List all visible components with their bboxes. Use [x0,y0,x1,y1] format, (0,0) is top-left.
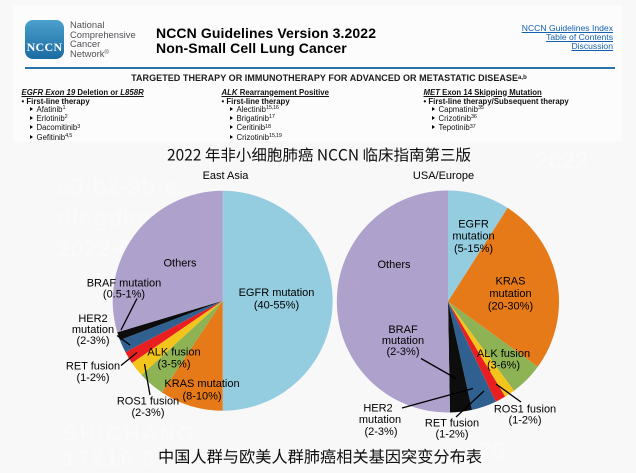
svg-text:Others: Others [163,258,197,270]
svg-text:USA/Europe: USA/Europe [413,170,474,182]
svg-text:(1-2%): (1-2%) [76,372,109,384]
svg-text:BRAF: BRAF [388,324,418,336]
svg-text:RET fusion: RET fusion [66,361,120,373]
svg-text:(2-3%): (2-3%) [386,346,419,358]
svg-text:(1-2%): (1-2%) [508,415,541,427]
svg-text:(0.5-1%): (0.5-1%) [103,289,145,301]
svg-text:mutation: mutation [359,414,401,426]
svg-text:(5-15%): (5-15%) [454,243,493,255]
svg-text:(2-3%): (2-3%) [131,407,164,419]
svg-text:ROS1 fusion: ROS1 fusion [117,396,179,408]
svg-text:ROS1 fusion: ROS1 fusion [494,404,556,416]
svg-text:mutation: mutation [72,324,114,336]
svg-text:KRAS mutation: KRAS mutation [164,378,239,390]
svg-text:mutation: mutation [452,231,494,243]
svg-text:ALK fusion: ALK fusion [147,347,200,359]
svg-text:(8-10%): (8-10%) [182,391,221,403]
svg-text:(2-3%): (2-3%) [76,335,109,347]
svg-text:Others: Others [377,259,411,271]
svg-text:(1-2%): (1-2%) [435,429,468,441]
svg-text:EGFR mutation: EGFR mutation [239,287,315,299]
svg-text:BRAF mutation: BRAF mutation [87,278,162,290]
svg-text:East Asia: East Asia [203,170,250,182]
svg-text:(20-30%): (20-30%) [488,301,533,313]
svg-text:RET fusion: RET fusion [425,418,479,430]
svg-text:(2-3%): (2-3%) [364,426,397,438]
svg-text:mutation: mutation [382,335,424,347]
svg-text:HER2: HER2 [78,313,107,325]
svg-text:ALK fusion: ALK fusion [477,348,530,360]
svg-text:(3-6%): (3-6%) [487,360,520,372]
svg-text:HER2: HER2 [363,403,392,415]
svg-text:(40-55%): (40-55%) [254,300,299,312]
svg-text:EGFR: EGFR [458,219,489,231]
svg-text:mutation: mutation [489,288,531,300]
svg-text:(3-5%): (3-5%) [157,359,190,371]
svg-text:KRAS: KRAS [496,276,526,288]
